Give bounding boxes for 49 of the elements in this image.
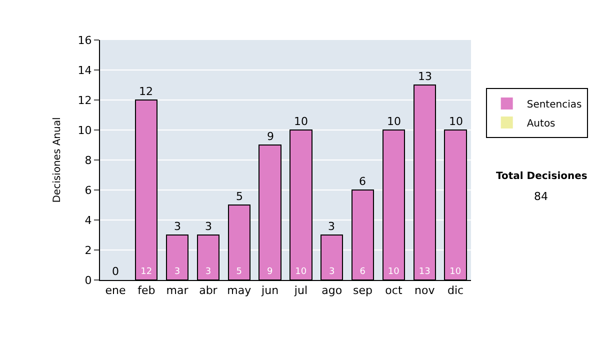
text: Total Decisiones	[496, 171, 588, 182]
y-tick-label: 8	[84, 154, 92, 167]
total-label: 3	[328, 220, 335, 233]
total-label: 13	[418, 70, 432, 83]
x-tick-label: abr	[199, 284, 218, 298]
total-label: 5	[236, 190, 243, 203]
y-tick-label: 12	[78, 94, 92, 107]
x-tick-label: jun	[260, 284, 279, 298]
x-tick-label: oct	[385, 284, 403, 298]
data-label: 10	[295, 267, 307, 277]
x-tick-label: nov	[414, 284, 436, 298]
y-tick-label: 4	[84, 214, 92, 227]
total-label: 6	[359, 175, 366, 188]
x-tick-label: dic	[447, 284, 464, 298]
data-label: 10	[450, 267, 462, 277]
data-label: 13	[418, 267, 430, 277]
total-label: 3	[205, 220, 212, 233]
total-label: 10	[294, 115, 308, 128]
x-tick-label: may	[227, 284, 252, 298]
y-axis-title: Decisiones Anual	[52, 117, 63, 203]
text: 84	[534, 190, 548, 203]
y-tick-label: 16	[78, 34, 92, 47]
data-label: 12	[140, 267, 152, 277]
legend-label: Sentencias	[526, 99, 582, 110]
total-label: 9	[267, 130, 274, 143]
y-tick-label: 6	[84, 184, 92, 197]
y-tick-label: 10	[78, 124, 92, 137]
x-tick-label: mar	[166, 284, 189, 298]
x-tick-label: ene	[105, 284, 126, 298]
y-tick-label: 2	[84, 244, 92, 257]
legend-label: Autos	[526, 118, 556, 130]
total-label: 10	[449, 115, 463, 128]
y-tick-label: 14	[78, 64, 92, 77]
data-label: 9	[267, 267, 274, 277]
total-label: 12	[139, 85, 153, 98]
x-tick-label: jul	[293, 284, 308, 298]
data-label: 3	[174, 267, 180, 277]
y-tick-label: 0	[84, 274, 92, 287]
data-label: 3	[329, 267, 335, 277]
total-label: 0	[112, 265, 119, 278]
data-label: 10	[388, 267, 400, 277]
data-label: 5	[236, 267, 242, 277]
data-label: 6	[360, 267, 366, 277]
total-label: 10	[387, 115, 401, 128]
x-tick-label: sep	[353, 284, 373, 298]
total-label: 3	[174, 220, 181, 233]
x-tick-label: ago	[322, 284, 342, 298]
data-label: 3	[205, 267, 212, 277]
x-tick-label: feb	[138, 284, 156, 298]
